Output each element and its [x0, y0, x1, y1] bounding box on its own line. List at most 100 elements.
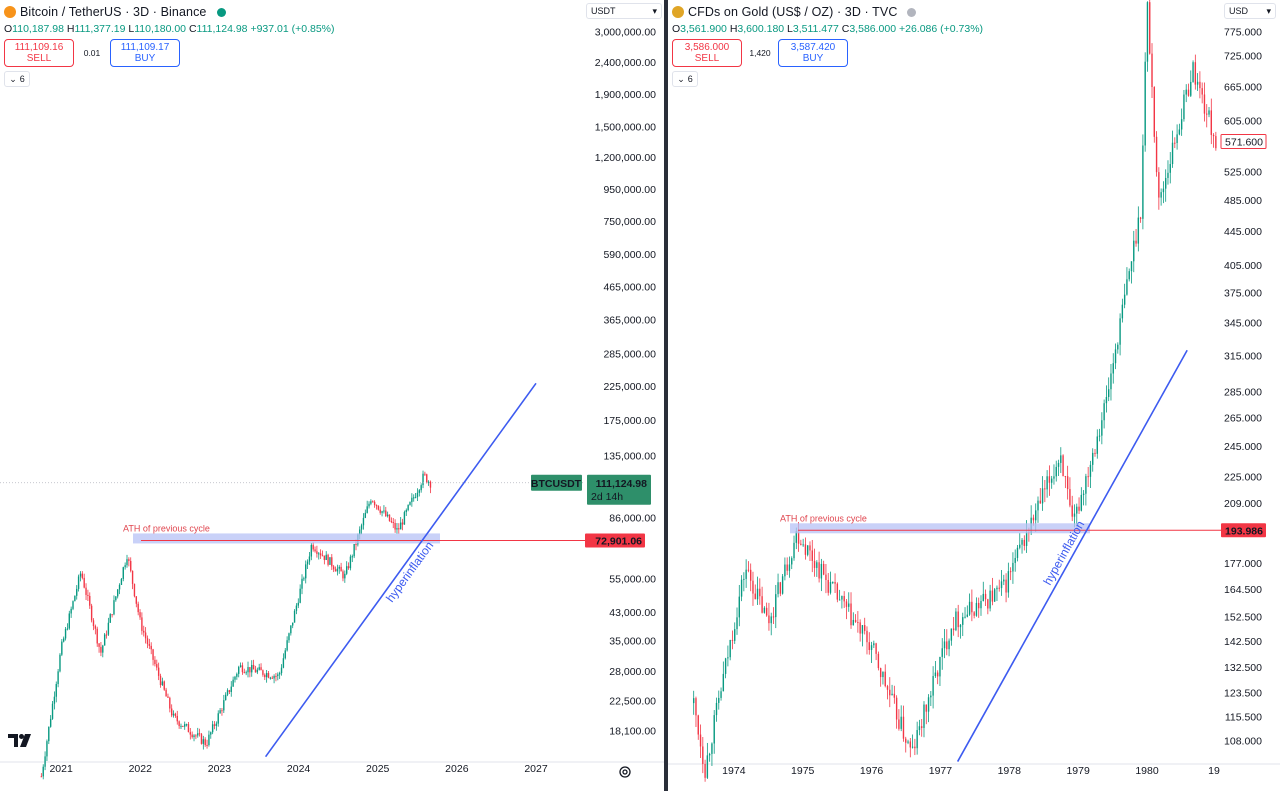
- candle-body: [254, 669, 257, 673]
- candle-body: [1123, 294, 1126, 305]
- market-status-icon[interactable]: [216, 7, 226, 17]
- candle-body: [392, 522, 394, 524]
- candle-body: [85, 587, 87, 595]
- price-tick-label: 605.000: [1224, 116, 1262, 128]
- price-tick-label: 225,000.00: [603, 381, 656, 393]
- candle-body: [345, 566, 348, 574]
- candle-body: [793, 542, 795, 559]
- indicators-toggle[interactable]: ⌄ 6: [4, 71, 30, 87]
- candle-body: [325, 554, 327, 561]
- candle-body: [786, 564, 788, 571]
- price-tick-label: 1,900,000.00: [595, 89, 656, 101]
- candle-body: [241, 665, 244, 673]
- buy-button[interactable]: 3,587.420 BUY: [778, 39, 848, 67]
- btc-chart-panel[interactable]: 3,000,000.00 2,400,000.00 1,900,000.00 1,50…: [0, 0, 664, 791]
- candle-body: [852, 619, 855, 626]
- candle-body: [900, 716, 902, 729]
- candle-body: [332, 566, 335, 570]
- price-tick-label: 28,000.00: [609, 666, 656, 678]
- gold-chart-canvas[interactable]: 775.000 725.000 665.000 605.000 525.000 485.0…: [668, 0, 1280, 791]
- candle-body: [1160, 192, 1162, 198]
- candle-body: [396, 528, 398, 530]
- gold-chart-panel[interactable]: 775.000 725.000 665.000 605.000 525.000 485.0…: [668, 0, 1280, 791]
- candle-body: [148, 644, 151, 646]
- indicators-toggle[interactable]: ⌄ 6: [672, 71, 698, 87]
- market-status-icon[interactable]: [907, 7, 917, 17]
- candle-body: [797, 531, 800, 544]
- sell-button[interactable]: 111,109.16 SELL: [4, 39, 74, 67]
- candle-body: [49, 718, 52, 727]
- ticker-badge: [531, 474, 582, 491]
- candle-body: [373, 501, 376, 505]
- candle-body: [998, 587, 1000, 589]
- candle-body: [139, 612, 141, 618]
- candle-body: [264, 674, 266, 678]
- candle-body: [306, 561, 309, 565]
- candle-body: [92, 620, 95, 627]
- symbol-title[interactable]: Bitcoin / TetherUS · 3D · Binance: [20, 5, 207, 19]
- candle-body: [836, 583, 839, 600]
- candle-body: [838, 599, 841, 601]
- candle-body: [895, 697, 898, 720]
- candle-body: [1046, 476, 1048, 490]
- candle-body: [53, 696, 56, 704]
- last-price-badge: [1220, 134, 1267, 150]
- candle-body: [950, 628, 953, 641]
- candle-body: [975, 602, 978, 616]
- candle-body: [927, 697, 930, 712]
- candle-body: [825, 574, 827, 581]
- candle-body: [1112, 363, 1114, 374]
- candle-body: [1151, 53, 1153, 88]
- candle-body: [275, 675, 277, 677]
- candle-body: [154, 659, 156, 665]
- candle-body: [966, 614, 969, 617]
- candle-body: [1048, 476, 1051, 483]
- price-tick-label: 86,000.00: [609, 512, 656, 524]
- candle-body: [70, 608, 72, 614]
- symbol-title[interactable]: CFDs on Gold (US$ / OZ) · 3D · TVC: [688, 5, 898, 19]
- candle-body: [267, 672, 270, 678]
- candle-body: [236, 673, 238, 677]
- candle-body: [105, 634, 108, 636]
- candle-body: [1087, 476, 1089, 478]
- sell-button[interactable]: 3,586.000 SELL: [672, 39, 742, 67]
- chevron-down-icon: ▾: [1266, 5, 1271, 16]
- candle-body: [1158, 172, 1160, 198]
- candle-body: [1016, 547, 1019, 558]
- candle-body: [1021, 539, 1023, 545]
- candle-body: [100, 646, 102, 653]
- btc-chart-canvas[interactable]: 3,000,000.00 2,400,000.00 1,900,000.00 1,50…: [0, 0, 664, 791]
- tradingview-logo-icon[interactable]: [8, 734, 34, 748]
- currency-selector[interactable]: USDT ▾: [586, 3, 662, 19]
- candle-body: [109, 614, 111, 623]
- candle-body: [249, 667, 251, 673]
- candle-body: [297, 602, 299, 606]
- candle-body: [829, 582, 832, 593]
- candle-body: [948, 640, 950, 650]
- candle-body: [980, 601, 982, 609]
- candle-body: [256, 669, 259, 673]
- price-tick-label: 2,400,000.00: [595, 57, 656, 69]
- settings-gear-icon[interactable]: [618, 765, 632, 779]
- candle-body: [375, 504, 378, 506]
- candle-body: [342, 571, 344, 579]
- candle-body: [770, 616, 772, 624]
- candle-body: [1089, 464, 1092, 477]
- candle-body: [1110, 373, 1112, 390]
- currency-selector[interactable]: USD ▾: [1224, 3, 1276, 19]
- candle-body: [807, 545, 809, 555]
- time-tick-label: 1974: [722, 765, 746, 777]
- candle-body: [1003, 579, 1005, 582]
- candle-body: [1135, 240, 1137, 244]
- candle-body: [1069, 489, 1071, 506]
- candle-body: [401, 522, 404, 525]
- ath-zone: [790, 523, 1090, 534]
- panel-divider[interactable]: [664, 0, 668, 791]
- candle-body: [882, 671, 884, 678]
- candle-body: [226, 690, 229, 695]
- candle-body: [232, 679, 234, 687]
- candle-body: [1155, 136, 1158, 173]
- buy-button[interactable]: 111,109.17 BUY: [110, 39, 180, 67]
- candle-body: [711, 743, 713, 754]
- candle-body: [1117, 344, 1119, 350]
